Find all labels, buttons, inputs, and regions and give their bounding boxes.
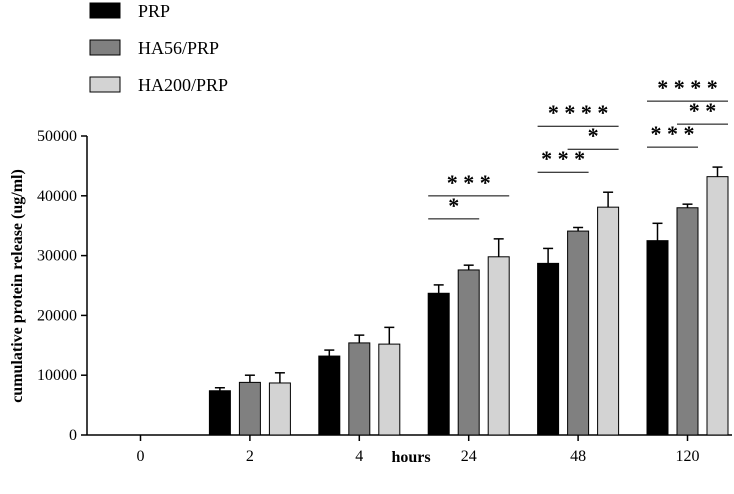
bar-ha56-prp [348,342,371,436]
bar-ha200-prp [706,176,729,436]
bar-ha56-prp [457,269,480,436]
bar-prp [208,390,231,436]
bar-ha56-prp [238,381,261,436]
y-axis-title: cumulative protein release (ug/ml) [9,169,26,403]
legend-label: HA200/PRP [138,75,228,95]
bar-ha200-prp [597,206,620,436]
significance-label: * [448,193,459,218]
significance-label: * * * * [548,100,609,125]
y-tick-label: 50000 [37,128,77,145]
bar-prp [537,262,560,436]
x-tick-label: 120 [676,448,700,465]
x-axis-title: hours [391,449,430,466]
legend-label: PRP [138,1,170,21]
y-tick-label: 10000 [37,367,77,384]
legend-swatch [89,2,121,19]
legend-swatch [89,39,121,56]
y-tick-label: 20000 [37,307,77,324]
bar-ha200-prp [487,256,510,436]
significance-label: * * * [651,121,695,146]
significance-label: * [588,123,599,148]
significance-label: * * * * [657,75,718,100]
significance-label: * * * [447,170,491,195]
x-tick-label: 2 [246,448,254,465]
x-tick-label: 48 [570,448,586,465]
x-tick-label: 4 [355,448,363,465]
bar-prp [427,292,450,436]
bar-prp [318,355,341,436]
x-tick-label: 0 [137,448,145,465]
x-tick-label: 24 [461,448,477,465]
legend: PRP HA56/PRP HA200/PRP [89,1,228,95]
y-tick-label: 30000 [37,248,77,265]
bar-ha56-prp [676,207,699,436]
bar-prp [646,240,669,436]
bar-ha200-prp [378,343,401,436]
legend-swatch [89,76,121,93]
significance-label: * * * [541,146,585,171]
y-tick-label: 40000 [37,188,77,205]
bar-ha200-prp [268,382,291,436]
legend-label: HA56/PRP [138,38,219,58]
y-tick-label: 0 [69,427,77,444]
bar-ha56-prp [567,230,590,436]
significance-label: * * [689,98,717,123]
